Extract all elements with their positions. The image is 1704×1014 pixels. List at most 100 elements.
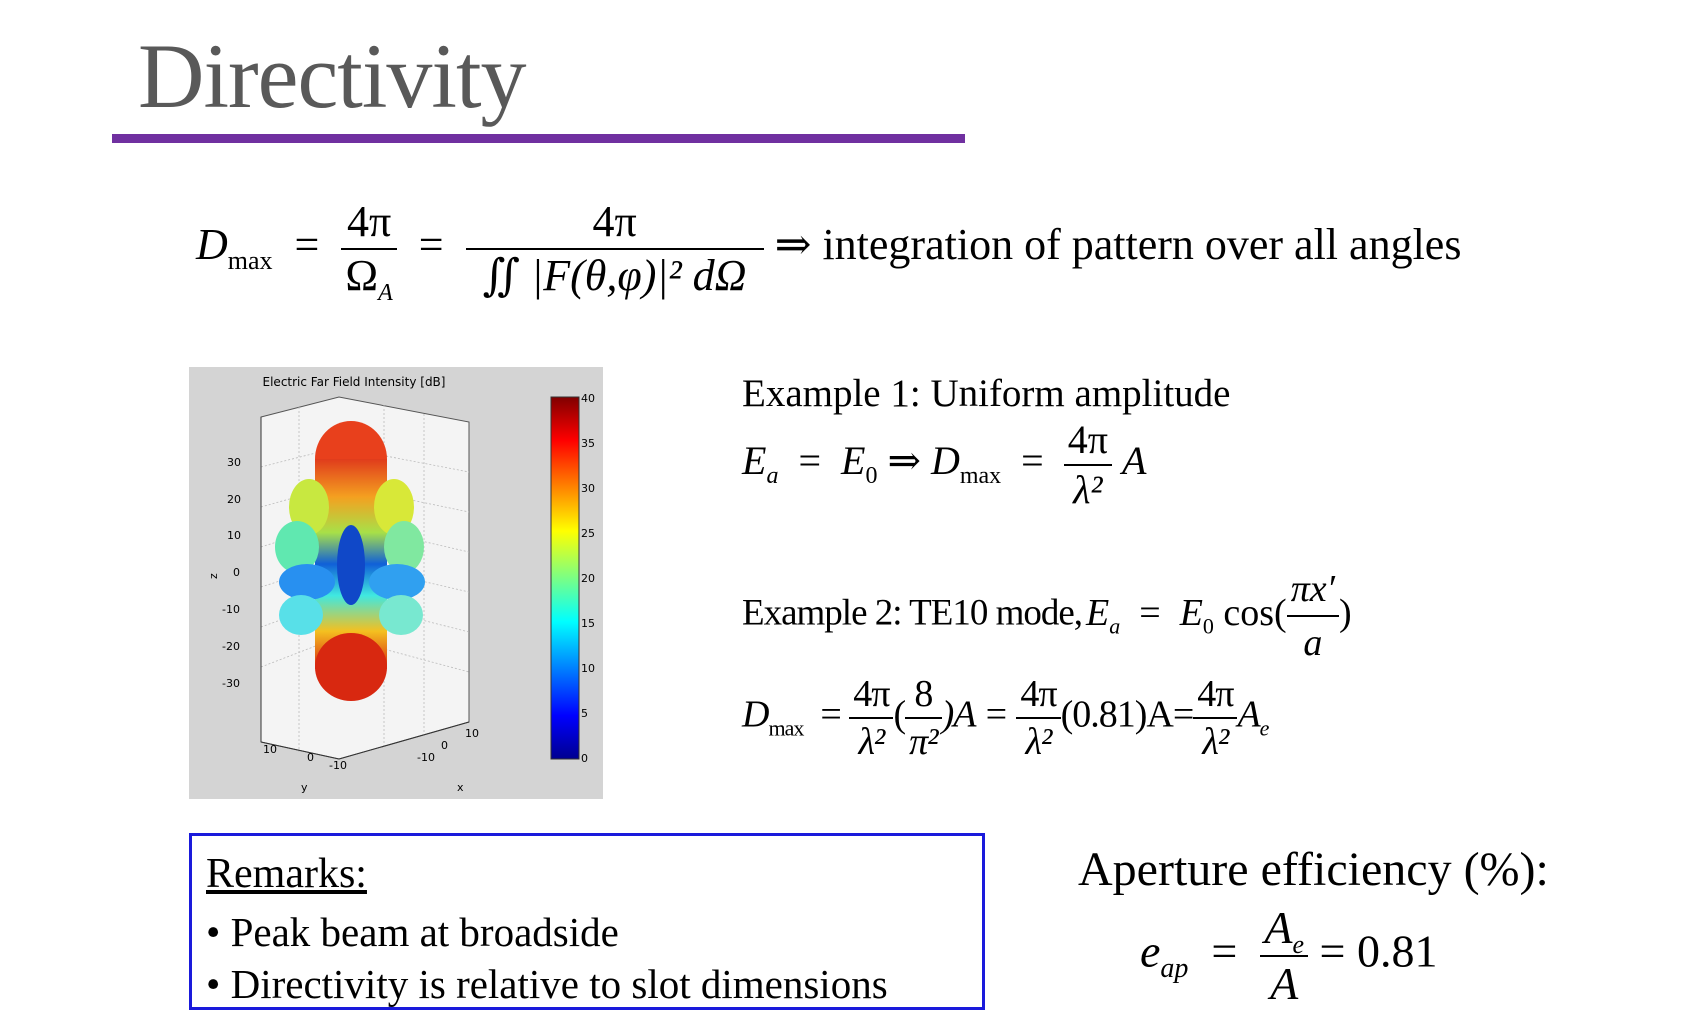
equals: = (1129, 591, 1171, 634)
denominator: a (1303, 622, 1323, 664)
denominator: A (1270, 958, 1299, 1009)
fraction-3: 4π λ² (1016, 675, 1061, 763)
title-underline (112, 134, 965, 143)
e0-symbol: E (841, 438, 866, 484)
fraction-2: 8 π² (905, 675, 942, 761)
numerator: Ae (1260, 902, 1309, 960)
frac2-numerator: 4π (465, 200, 764, 250)
y-axis-label: y (301, 781, 308, 794)
remark-item: • Directivity is relative to slot dimens… (206, 961, 888, 1007)
radiation-pattern (275, 421, 425, 701)
ea-symbol: E (1086, 591, 1110, 634)
equals: = (811, 693, 841, 736)
omega-symbol: Ω (345, 251, 379, 300)
fraction-1: 4π λ² (849, 675, 894, 763)
z-tick: 20 (227, 493, 241, 506)
aperture-efficiency-formula: eap = Ae A = 0.81 (1140, 905, 1437, 1007)
ea-symbol: E (742, 438, 767, 484)
e-subscript: ap (1160, 952, 1189, 984)
colorbar-tick: 40 (581, 392, 595, 405)
z-axis-label: z (207, 573, 220, 579)
numerator: 8 (905, 675, 942, 719)
equals: = (1199, 925, 1249, 977)
numerator: 4π (849, 675, 894, 719)
z-tick: 10 (227, 529, 241, 542)
fraction: Ae A (1260, 902, 1309, 1009)
close-paren: ) (1338, 591, 1352, 634)
efficiency-result: = 0.81 (1319, 925, 1438, 977)
colorbar-tick: 0 (581, 752, 588, 765)
d-symbol: D (196, 220, 228, 270)
e-symbol: e (1140, 925, 1161, 977)
aperture-efficiency-label: Aperture efficiency (%): (1078, 843, 1549, 896)
x-tick: 0 (441, 739, 448, 752)
fraction: πx′ a (1286, 567, 1339, 665)
example2-heading: Example 2: TE10 mode, (742, 592, 1083, 634)
example1-equation: Ea = E0 ⇒ Dmax = 4π λ² A (742, 420, 1146, 510)
ae-subscript: e (1259, 715, 1270, 741)
te10-field: Ea = E0 cos( πx′ a ) (1086, 568, 1352, 664)
plot-canvas: 30 20 10 0 -10 -20 -30 z 10 0 -10 y -10 … (207, 392, 595, 794)
area-term: )A = (941, 693, 1009, 736)
d-subscript: max (959, 463, 1002, 490)
denominator: λ² (1202, 721, 1229, 763)
directivity-formula: Dmax = 4π ΩA = 4π ∬ |F(θ,φ)|² dΩ ⇒ integ… (196, 200, 1462, 305)
area-symbol: A (1121, 438, 1147, 484)
ea-subscript: a (1109, 613, 1121, 639)
frac2-denominator: ∬ |F(θ,φ)|² dΩ (482, 251, 747, 300)
colorbar-tick: 5 (581, 707, 588, 720)
x-tick: -10 (417, 751, 435, 764)
y-tick: 10 (263, 743, 277, 756)
ea-subscript: a (766, 463, 779, 490)
numerator: πx′ (1286, 567, 1339, 617)
fraction-4: 4π λ² (1193, 675, 1238, 763)
ae-subscript: e (1292, 930, 1305, 960)
colorbar-tick: 35 (581, 437, 595, 450)
implies-arrow: ⇒ (887, 438, 921, 484)
fraction-integral: 4π ∬ |F(θ,φ)|² dΩ (465, 200, 764, 300)
fraction-solid-angle: 4π ΩA (341, 200, 397, 305)
denominator: λ² (1025, 721, 1053, 763)
equals-sign-2: = (407, 220, 455, 270)
colorbar-tick: 10 (581, 662, 595, 675)
e0-symbol: E (1179, 591, 1203, 634)
plot-title: Electric Far Field Intensity [dB] (262, 375, 446, 389)
z-tick: 0 (233, 566, 240, 579)
d-symbol: D (930, 438, 960, 484)
equals-sign: = (283, 220, 331, 270)
remarks-box: Remarks: • Peak beam at broadside • Dire… (189, 833, 985, 1010)
remarks-heading: Remarks: (206, 851, 367, 897)
equals: = (1011, 438, 1054, 484)
example1-heading: Example 1: Uniform amplitude (742, 372, 1231, 415)
d-symbol: D (742, 693, 769, 736)
e0-subscript: 0 (1202, 613, 1214, 639)
ae-symbol: A (1237, 693, 1260, 736)
fraction: 4π λ² (1063, 420, 1112, 512)
numerator: 4π (1063, 420, 1112, 466)
e0-subscript: 0 (865, 463, 878, 490)
d-subscript: max (768, 715, 804, 741)
efficiency-term: (0.81)A= (1060, 693, 1195, 736)
cos-function: cos( (1223, 591, 1287, 634)
equals: = (788, 438, 831, 484)
denominator: λ² (1073, 467, 1103, 512)
colorbar (550, 396, 580, 760)
ae-symbol: A (1264, 902, 1293, 953)
x-tick: 10 (465, 727, 479, 740)
remark-item: • Peak beam at broadside (206, 909, 619, 955)
example2-line: Example 2: TE10 mode, Ea = E0 cos( πx′ a… (742, 567, 1352, 665)
numerator: 4π (1193, 675, 1238, 719)
colorbar-tick: 30 (581, 482, 595, 495)
numerator: 4π (1016, 675, 1061, 719)
z-tick: -10 (222, 603, 240, 616)
z-tick: 30 (227, 456, 241, 469)
denominator: λ² (858, 721, 885, 763)
formula-note: integration of pattern over all angles (822, 220, 1462, 270)
x-axis-label: x (457, 781, 464, 794)
z-tick: -20 (222, 640, 240, 653)
example2-directivity: Dmax = 4π λ²(8 π²)A = 4π λ² (0.81)A= 4π λ² Ae (742, 673, 1270, 763)
colorbar-tick: 15 (581, 617, 595, 630)
slide-title: Directivity (138, 25, 527, 127)
frac1-denominator: ΩA (341, 250, 396, 305)
colorbar-tick: 25 (581, 527, 595, 540)
